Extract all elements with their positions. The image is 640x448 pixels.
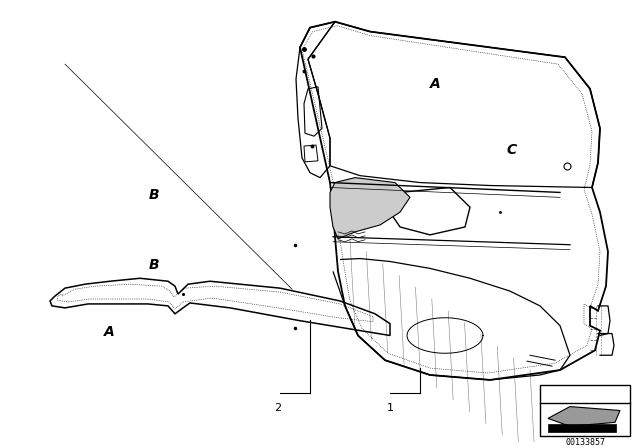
Bar	[540, 385, 630, 436]
Text: 1: 1	[387, 403, 394, 413]
Text: 00133857: 00133857	[565, 438, 605, 447]
Text: B: B	[148, 258, 159, 272]
Polygon shape	[330, 177, 410, 239]
Text: A: A	[430, 77, 440, 91]
Bar	[548, 424, 616, 432]
Text: B: B	[148, 188, 159, 202]
Text: A: A	[104, 324, 114, 339]
Text: 2: 2	[275, 403, 282, 413]
Polygon shape	[548, 406, 620, 426]
Text: C: C	[507, 143, 517, 157]
